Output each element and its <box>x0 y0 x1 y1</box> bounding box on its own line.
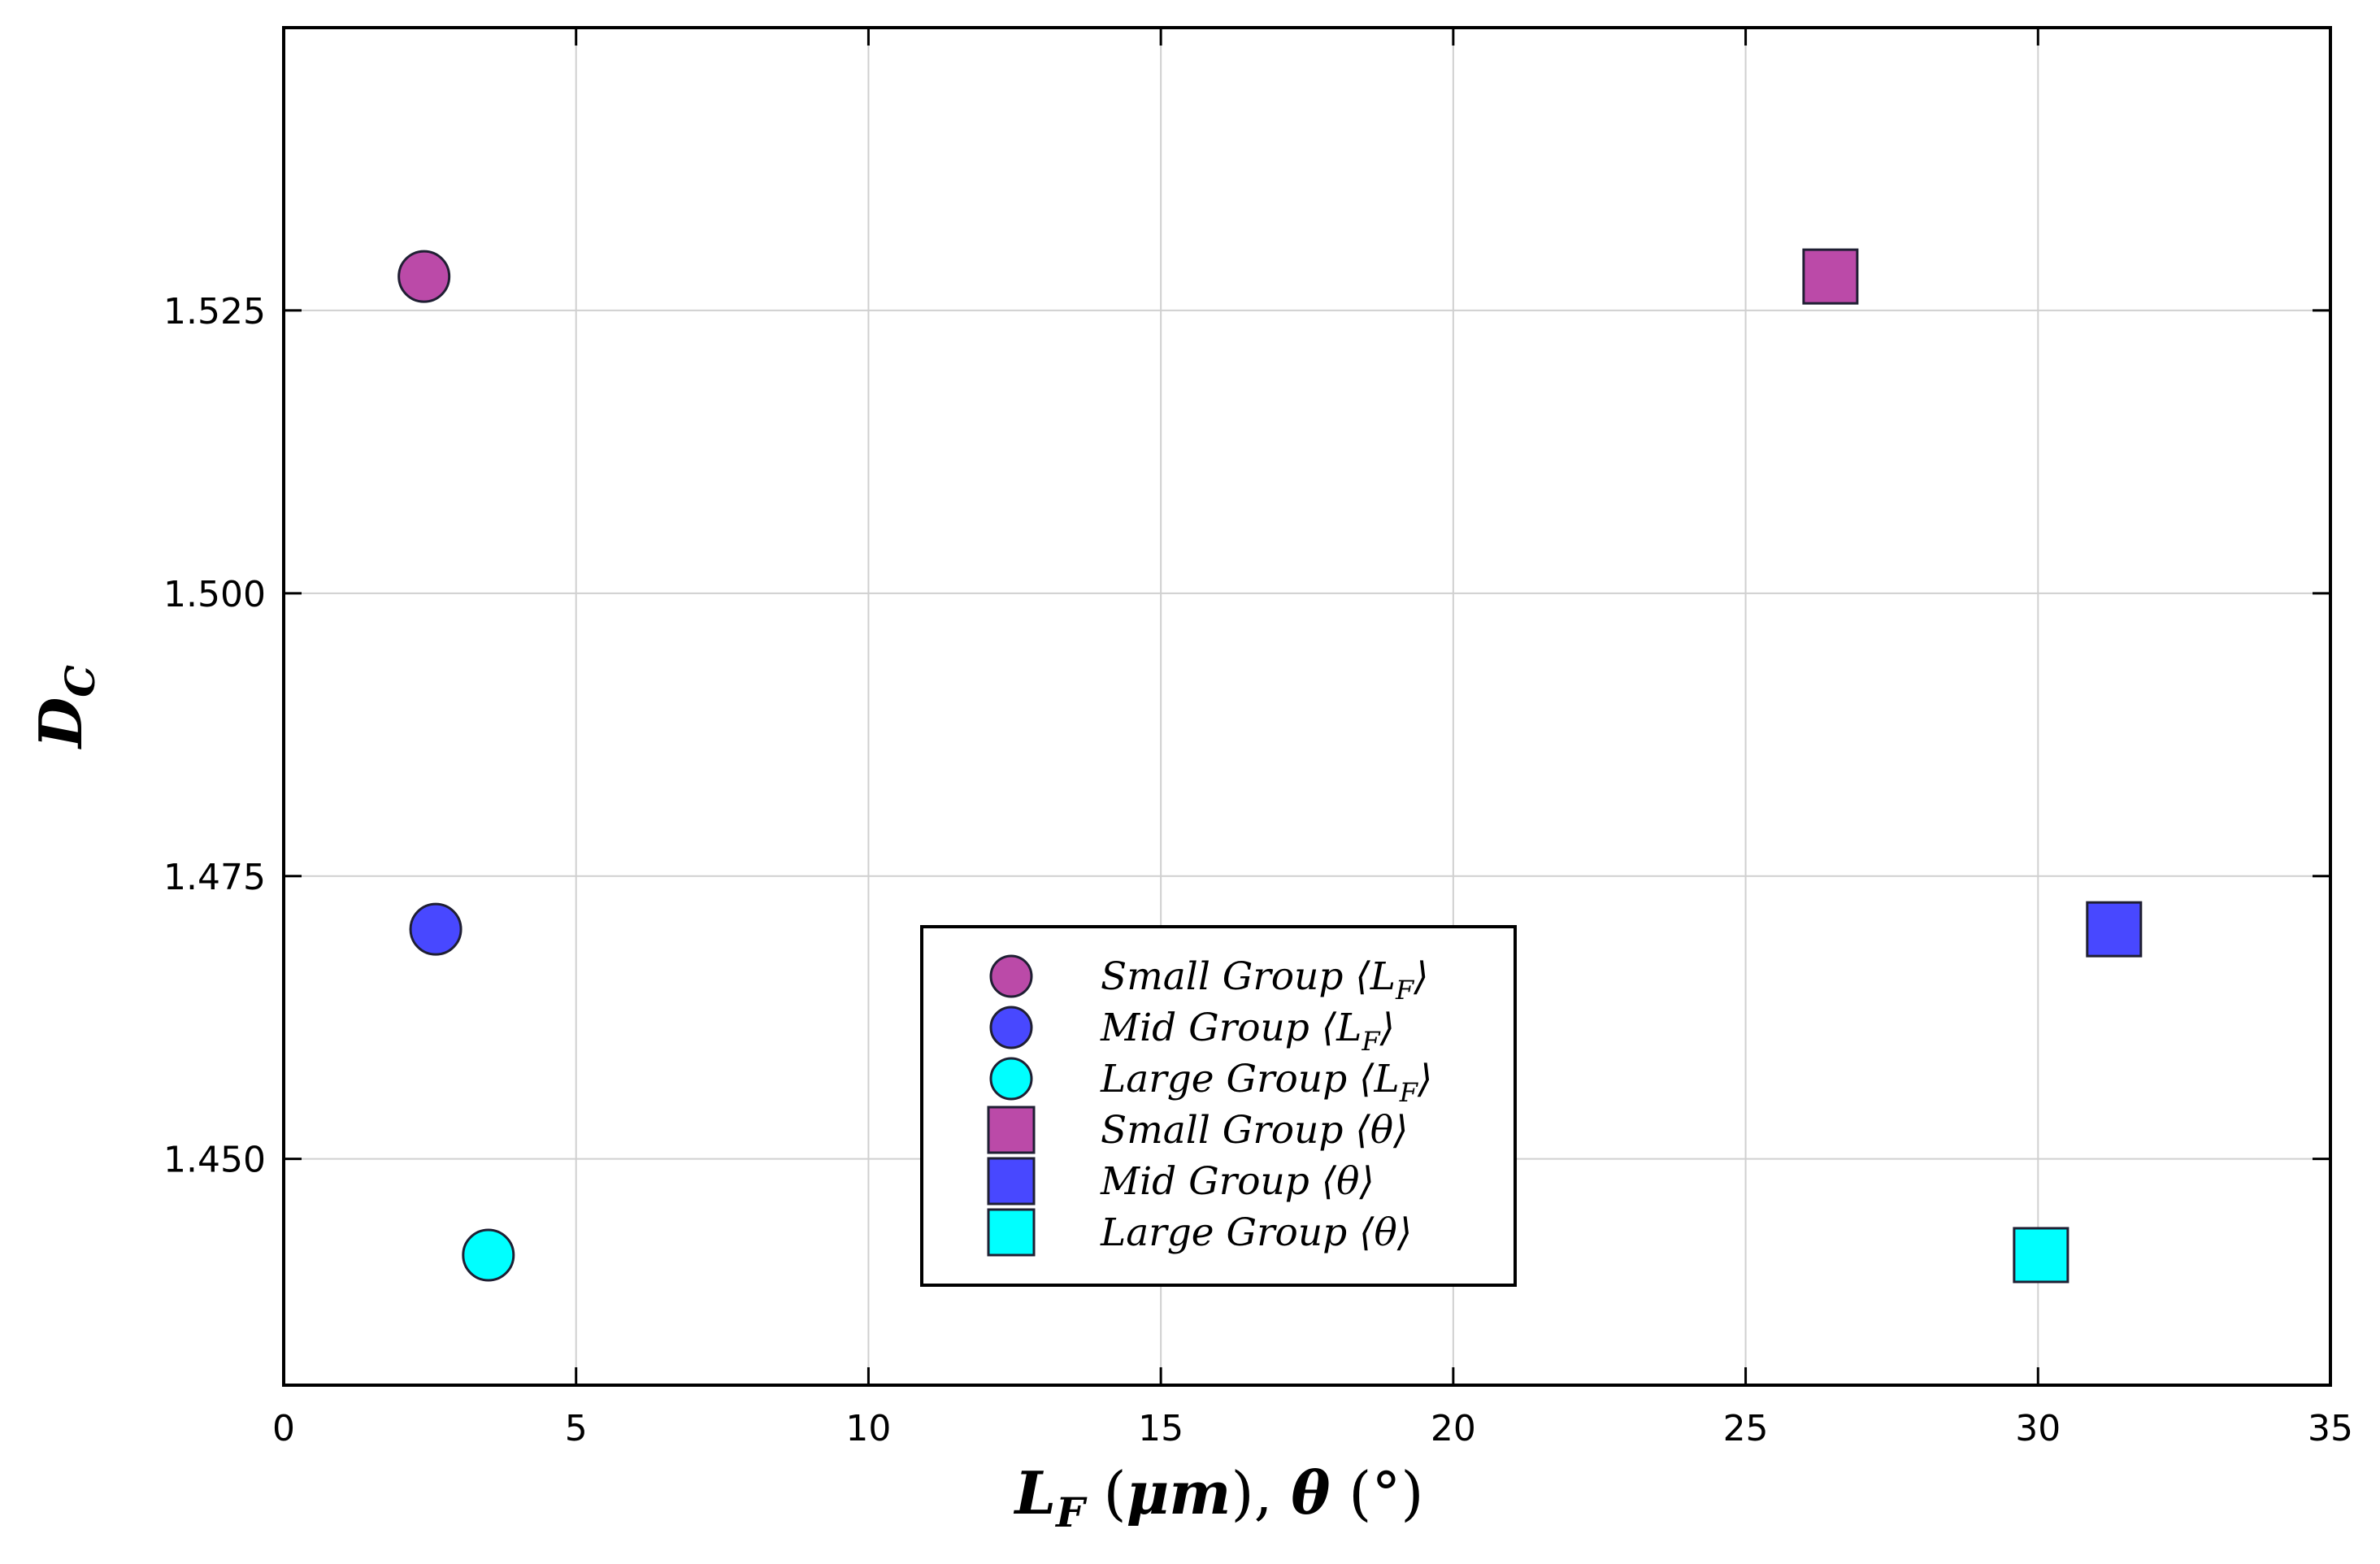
plot-frame <box>282 26 2332 1387</box>
legend-marker-square <box>987 1106 1036 1154</box>
legend-label: Mid Group ⟨LF⟩ <box>1100 1006 1395 1057</box>
legend-label: Small Group ⟨θ⟩ <box>1101 1108 1408 1153</box>
x-tick-label: 20 <box>1431 1408 1476 1449</box>
x-tick-label: 30 <box>2015 1408 2061 1449</box>
legend-entry: Mid Group ⟨θ⟩ <box>987 1157 1375 1206</box>
legend: Small Group ⟨LF⟩Mid Group ⟨LF⟩Large Grou… <box>920 925 1517 1287</box>
legend-label: Mid Group ⟨θ⟩ <box>1100 1159 1375 1204</box>
legend-entry: Large Group ⟨LF⟩ <box>989 1057 1432 1108</box>
point-small-group-theta <box>1802 248 1859 305</box>
point-small-group-lf <box>397 250 451 303</box>
legend-marker-square <box>987 1157 1036 1206</box>
point-mid-group-lf <box>409 902 463 956</box>
legend-entry: Large Group ⟨θ⟩ <box>987 1208 1412 1257</box>
data-points <box>397 248 2143 1284</box>
x-tick-label: 0 <box>272 1408 295 1449</box>
axis-ticks: 0 5 10 15 20 25 30 35 1.450 1.475 1.500 1.525 <box>163 28 2353 1449</box>
legend-label: Large Group ⟨LF⟩ <box>1100 1057 1432 1108</box>
legend-entry: Mid Group ⟨LF⟩ <box>989 1006 1395 1057</box>
y-tick-label: 1.500 <box>163 574 266 615</box>
point-large-group-lf <box>462 1228 515 1282</box>
legend-label: Small Group ⟨LF⟩ <box>1101 954 1429 1006</box>
legend-marker-circle <box>989 1057 1033 1101</box>
legend-entry: Small Group ⟨θ⟩ <box>987 1106 1408 1154</box>
point-large-group-theta <box>2013 1227 2069 1284</box>
x-tick-label: 25 <box>1723 1408 1769 1449</box>
y-tick-label: 1.525 <box>163 291 266 332</box>
legend-entry: Small Group ⟨LF⟩ <box>989 954 1429 1006</box>
legend-label: Large Group ⟨θ⟩ <box>1100 1210 1412 1255</box>
x-tick-label: 15 <box>1138 1408 1183 1449</box>
legend-marker-circle <box>989 954 1033 998</box>
legend-marker-circle <box>989 1006 1033 1049</box>
point-mid-group-theta <box>2086 901 2143 958</box>
x-tick-label: 10 <box>845 1408 891 1449</box>
y-tick-label: 1.450 <box>163 1140 266 1181</box>
y-tick-label: 1.475 <box>163 857 266 898</box>
x-tick-label: 5 <box>565 1408 588 1449</box>
x-tick-label: 35 <box>2308 1408 2353 1449</box>
legend-marker-square <box>987 1208 1036 1257</box>
